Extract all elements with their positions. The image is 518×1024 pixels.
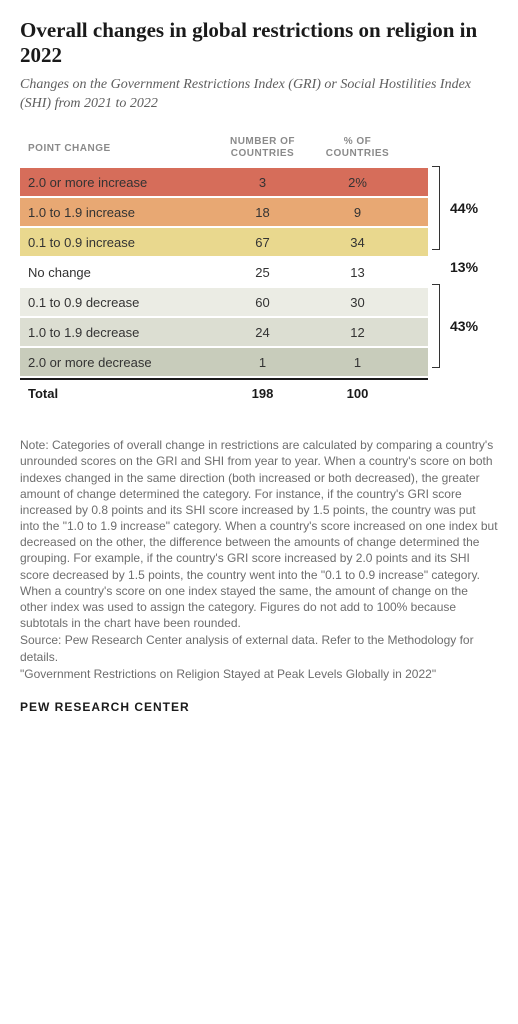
row-pct: 13 [315, 265, 400, 280]
nochange-pct-label: 13% [450, 252, 498, 282]
row-count: 60 [210, 295, 315, 310]
row-pct: 2% [315, 175, 400, 190]
report-text: "Government Restrictions on Religion Sta… [20, 666, 498, 682]
table-row: No change2513 [20, 258, 428, 286]
bracket-column: 44% 13% 43% [428, 130, 498, 401]
bracket-line [432, 284, 440, 368]
col-header-point-change: POINT CHANGE [20, 143, 210, 154]
row-label: 2.0 or more decrease [20, 355, 210, 370]
row-pct: 34 [315, 235, 400, 250]
row-count: 3 [210, 175, 315, 190]
col-header-count: NUMBER OF COUNTRIES [210, 136, 315, 160]
row-label: 1.0 to 1.9 increase [20, 205, 210, 220]
total-pct: 100 [315, 386, 400, 401]
table-header: POINT CHANGE NUMBER OF COUNTRIES % OF CO… [20, 130, 428, 168]
table-area: POINT CHANGE NUMBER OF COUNTRIES % OF CO… [20, 130, 428, 401]
row-label: 1.0 to 1.9 decrease [20, 325, 210, 340]
note-text: Note: Categories of overall change in re… [20, 437, 498, 631]
row-count: 67 [210, 235, 315, 250]
row-count: 18 [210, 205, 315, 220]
row-label: No change [20, 265, 210, 280]
row-pct: 30 [315, 295, 400, 310]
decrease-bracket: 43% [428, 282, 498, 370]
total-label: Total [20, 386, 210, 401]
table-rows: 2.0 or more increase32%1.0 to 1.9 increa… [20, 168, 428, 376]
note-block: Note: Categories of overall change in re… [20, 437, 498, 682]
row-label: 2.0 or more increase [20, 175, 210, 190]
increase-pct-label: 44% [450, 200, 478, 216]
chart-title: Overall changes in global restrictions o… [20, 18, 498, 68]
row-pct: 9 [315, 205, 400, 220]
chart-subtitle: Changes on the Government Restrictions I… [20, 76, 498, 114]
row-count: 24 [210, 325, 315, 340]
row-count: 1 [210, 355, 315, 370]
row-pct: 1 [315, 355, 400, 370]
bracket-line [432, 166, 440, 250]
table-row: 1.0 to 1.9 decrease2412 [20, 318, 428, 346]
decrease-pct-label: 43% [450, 318, 478, 334]
table-row: 1.0 to 1.9 increase189 [20, 198, 428, 226]
table-row: 0.1 to 0.9 increase6734 [20, 228, 428, 256]
row-label: 0.1 to 0.9 increase [20, 235, 210, 250]
table-row: 2.0 or more decrease11 [20, 348, 428, 376]
col-header-pct: % OF COUNTRIES [315, 136, 400, 160]
row-pct: 12 [315, 325, 400, 340]
increase-bracket: 44% [428, 164, 498, 252]
brand-label: PEW RESEARCH CENTER [20, 700, 498, 714]
row-label: 0.1 to 0.9 decrease [20, 295, 210, 310]
total-row: Total 198 100 [20, 378, 428, 401]
table-row: 0.1 to 0.9 decrease6030 [20, 288, 428, 316]
row-count: 25 [210, 265, 315, 280]
total-count: 198 [210, 386, 315, 401]
source-text: Source: Pew Research Center analysis of … [20, 632, 498, 664]
table-row: 2.0 or more increase32% [20, 168, 428, 196]
chart-container: POINT CHANGE NUMBER OF COUNTRIES % OF CO… [20, 130, 498, 401]
